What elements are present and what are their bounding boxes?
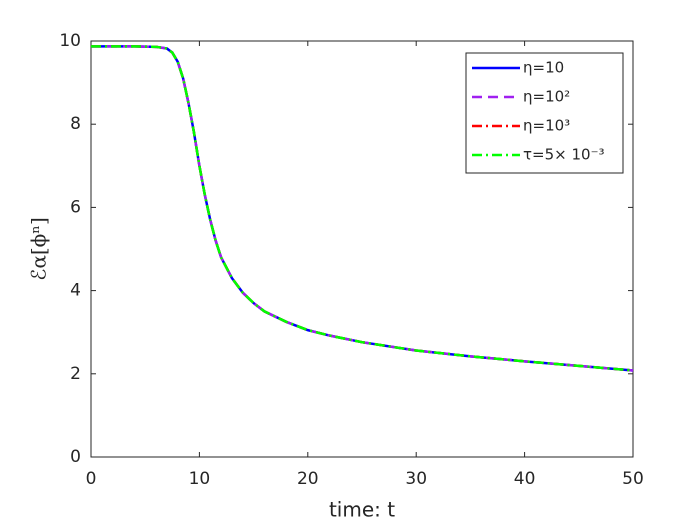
y-tick-label: 8 bbox=[70, 114, 81, 134]
legend-label: η=10³ bbox=[523, 117, 570, 135]
legend-box bbox=[465, 52, 624, 174]
x-tick-label: 0 bbox=[86, 469, 97, 489]
legend-label: η=10² bbox=[523, 88, 570, 106]
x-tick-label: 20 bbox=[297, 469, 319, 489]
y-tick-label: 0 bbox=[70, 447, 81, 467]
series-line bbox=[91, 45, 634, 372]
y-tick-label: 4 bbox=[70, 281, 81, 301]
y-axis-label: ℰα[ϕⁿ] bbox=[27, 217, 51, 281]
legend-label: η=10 bbox=[523, 59, 564, 77]
legend-label: τ=5× 10⁻³ bbox=[523, 146, 605, 164]
x-tick-label: 50 bbox=[622, 469, 644, 489]
x-tick-label: 30 bbox=[405, 469, 427, 489]
y-tick-label: 6 bbox=[70, 197, 81, 217]
x-axis-label: time: t bbox=[329, 498, 395, 522]
y-tick-label: 2 bbox=[70, 364, 81, 384]
x-tick-label: 10 bbox=[189, 469, 211, 489]
y-tick-label: 10 bbox=[59, 31, 81, 51]
x-tick-label: 40 bbox=[514, 469, 536, 489]
